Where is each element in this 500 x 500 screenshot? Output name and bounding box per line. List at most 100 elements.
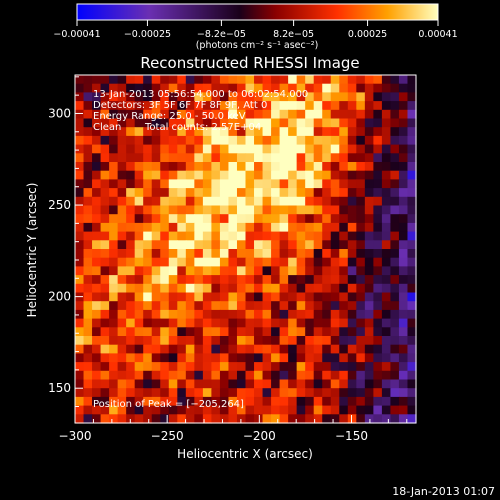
- heatmap-cell: [202, 222, 213, 233]
- heatmap-cell: [245, 231, 255, 241]
- heatmap-cell: [262, 405, 272, 415]
- heatmap-cell: [330, 318, 340, 328]
- heatmap-cell: [92, 144, 102, 154]
- heatmap-cell: [288, 396, 298, 407]
- heatmap-cell: [92, 388, 102, 398]
- heatmap-cell: [279, 205, 289, 215]
- heatmap-cell: [254, 257, 264, 267]
- heatmap-cell: [117, 92, 127, 102]
- heatmap-cell: [109, 162, 119, 172]
- heatmap-cell: [330, 75, 340, 85]
- heatmap-cell: [347, 309, 357, 320]
- heatmap-cell: [398, 301, 409, 311]
- heatmap-cell: [100, 318, 110, 328]
- heatmap-cell: [151, 292, 161, 302]
- heatmap-cell: [296, 396, 306, 407]
- heatmap-cell: [194, 188, 204, 198]
- heatmap-cell: [160, 127, 170, 137]
- x-tick-label: −300: [59, 429, 92, 443]
- heatmap-cell: [288, 188, 298, 198]
- heatmap-cell: [126, 414, 136, 424]
- heatmap-cell: [245, 75, 255, 85]
- heatmap-cell: [364, 92, 374, 102]
- heatmap-cell: [117, 370, 127, 381]
- heatmap-cell: [117, 275, 127, 285]
- heatmap-cell: [339, 92, 349, 102]
- heatmap-cell: [236, 170, 247, 180]
- heatmap-cell: [398, 362, 409, 372]
- heatmap-cell: [92, 205, 102, 215]
- heatmap-cell: [245, 249, 255, 259]
- heatmap-cell: [373, 231, 383, 241]
- heatmap-cell: [236, 75, 247, 85]
- heatmap-cell: [339, 249, 349, 259]
- heatmap-cell: [92, 275, 102, 285]
- heatmap-cell: [279, 318, 289, 328]
- heatmap-cell: [117, 309, 127, 320]
- heatmap-cell: [211, 101, 221, 111]
- heatmap-cell: [398, 344, 409, 354]
- heatmap-cell: [177, 388, 187, 398]
- heatmap-cell: [109, 257, 119, 267]
- heatmap-cell: [330, 249, 340, 259]
- heatmap-cell: [381, 266, 392, 276]
- heatmap-cell: [347, 162, 357, 172]
- heatmap-cell: [168, 318, 178, 328]
- heatmap-cell: [219, 205, 230, 215]
- heatmap-cell: [75, 353, 85, 363]
- heatmap-cell: [83, 205, 93, 215]
- heatmap-cell: [254, 405, 264, 415]
- heatmap-cell: [330, 92, 340, 102]
- heatmap-cell: [177, 109, 187, 120]
- heatmap-cell: [236, 127, 247, 137]
- heatmap-cell: [271, 170, 281, 180]
- heatmap-cell: [296, 292, 306, 302]
- heatmap-cell: [117, 231, 127, 241]
- heatmap-cell: [322, 92, 332, 102]
- heatmap-cell: [339, 257, 349, 267]
- heatmap-cell: [109, 101, 119, 111]
- heatmap-cell: [313, 75, 323, 85]
- heatmap-cell: [347, 275, 357, 285]
- heatmap-cell: [202, 92, 213, 102]
- heatmap-cell: [194, 353, 204, 363]
- heatmap-cell: [313, 92, 323, 102]
- heatmap-cell: [398, 75, 409, 85]
- heatmap-cell: [83, 309, 93, 320]
- heatmap-cell: [211, 170, 221, 180]
- heatmap-cell: [151, 353, 161, 363]
- heatmap-cell: [339, 336, 349, 346]
- heatmap-cell: [356, 379, 366, 389]
- heatmap-cell: [100, 92, 110, 102]
- heatmap-cell: [177, 257, 187, 267]
- heatmap-cell: [262, 75, 272, 85]
- heatmap-cell: [100, 362, 110, 372]
- heatmap-cell: [271, 92, 281, 102]
- heatmap-cell: [202, 135, 213, 146]
- heatmap-cell: [160, 170, 170, 180]
- heatmap-cell: [92, 196, 102, 207]
- heatmap-cell: [373, 240, 383, 250]
- heatmap-cell: [313, 188, 323, 198]
- heatmap-cell: [296, 144, 306, 154]
- heatmap-cell: [296, 379, 306, 389]
- heatmap-cell: [126, 283, 136, 294]
- heatmap-cell: [143, 414, 153, 424]
- heatmap-cell: [381, 162, 392, 172]
- heatmap-cell: [271, 75, 281, 85]
- heatmap-cell: [151, 170, 161, 180]
- heatmap-cell: [117, 240, 127, 250]
- heatmap-cell: [398, 127, 409, 137]
- heatmap-cell: [305, 240, 315, 250]
- heatmap-cell: [134, 179, 144, 189]
- colorbar-tick-label: −0.00041: [53, 29, 100, 40]
- heatmap-cell: [134, 75, 144, 85]
- heatmap-cell: [407, 405, 417, 415]
- heatmap-cell: [126, 292, 136, 302]
- heatmap-cell: [339, 135, 349, 146]
- heatmap-cell: [296, 327, 306, 337]
- heatmap-cell: [313, 205, 323, 215]
- heatmap-cell: [202, 309, 213, 320]
- heatmap-cell: [339, 196, 349, 207]
- heatmap-cell: [236, 362, 247, 372]
